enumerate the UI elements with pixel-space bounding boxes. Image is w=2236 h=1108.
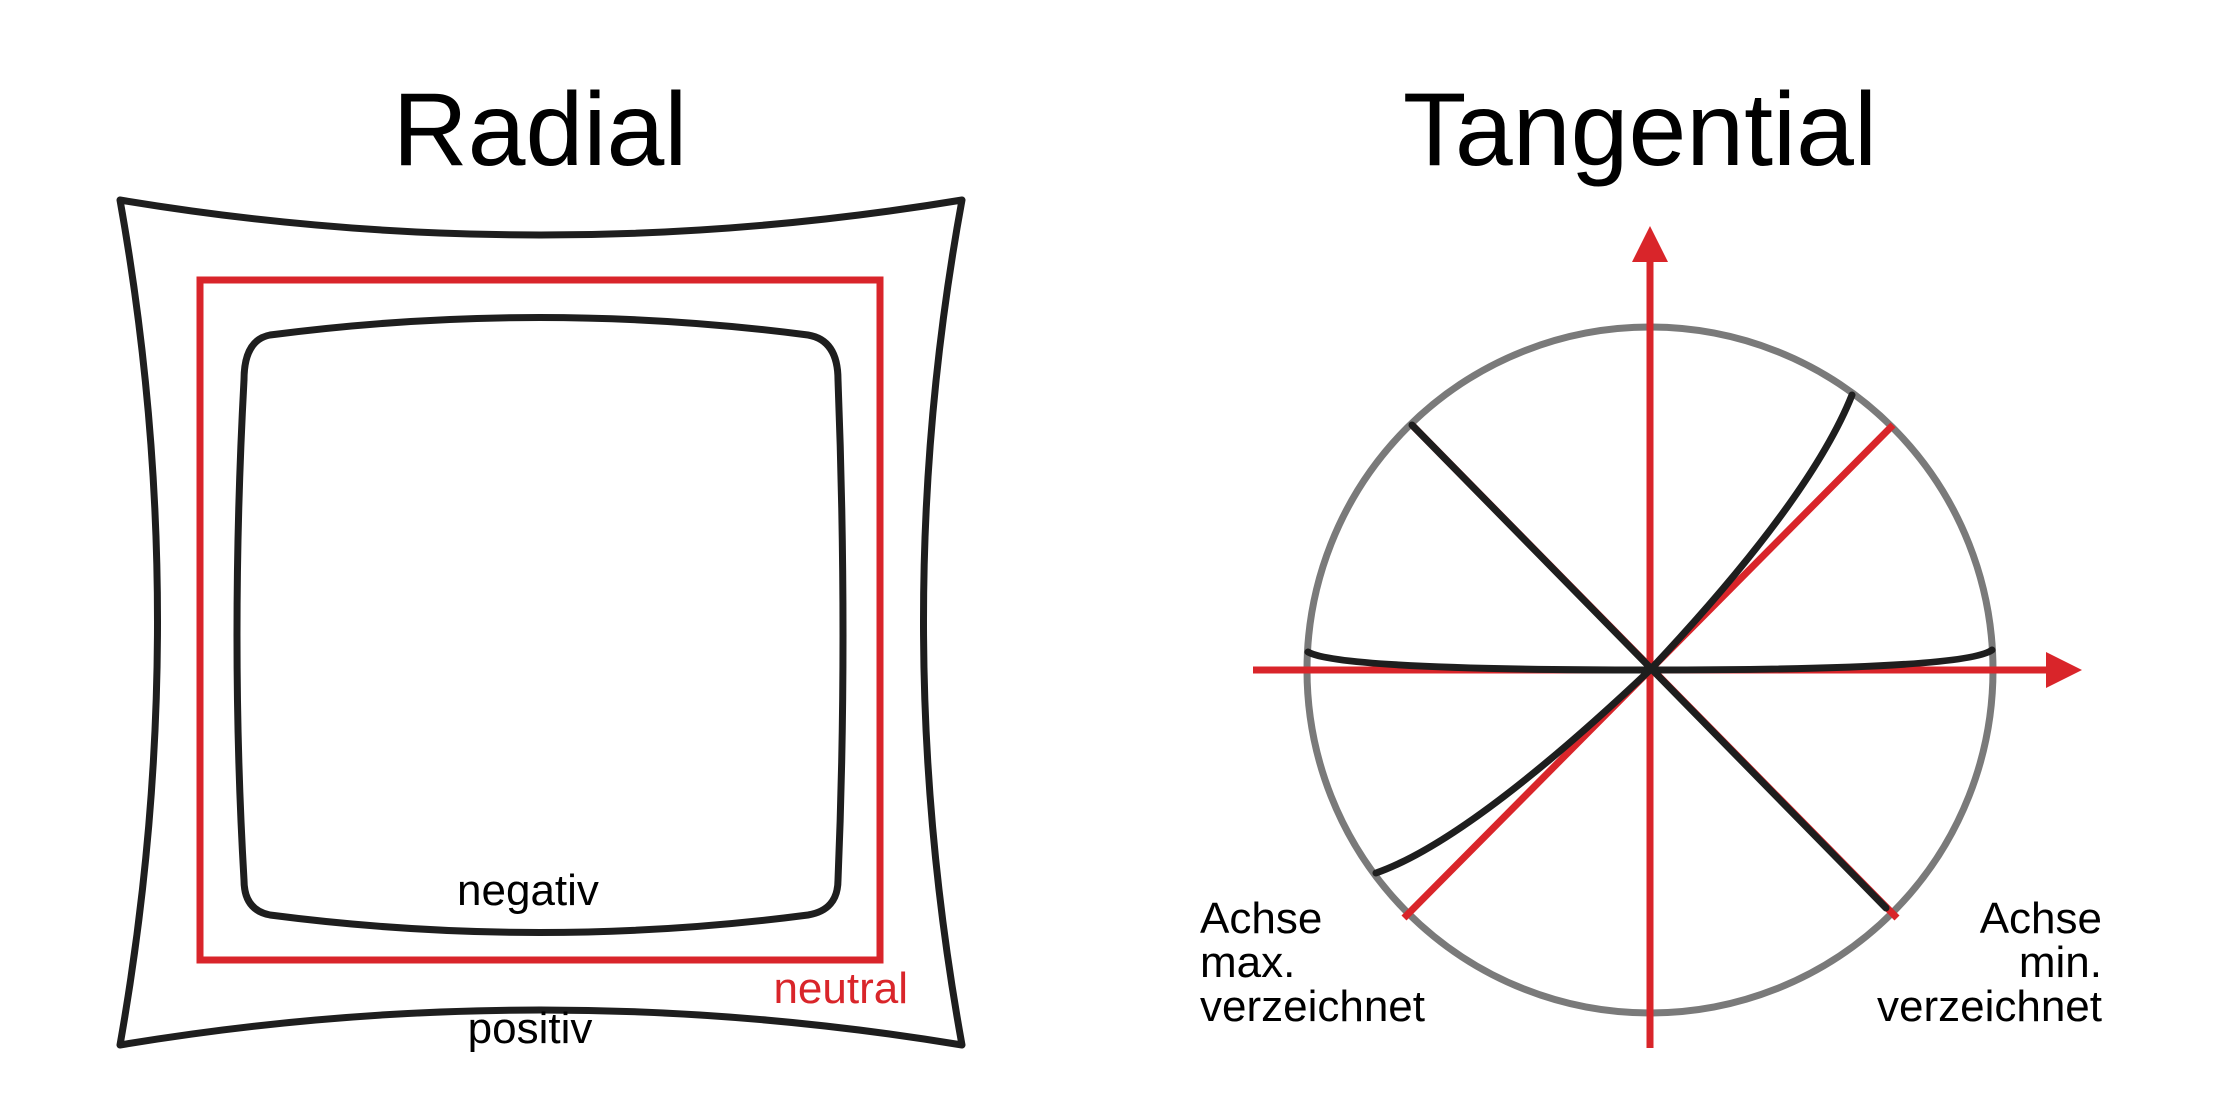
tangential-panel: Tangential Achse max. verzeichnet Achse … bbox=[1200, 72, 2102, 1048]
label-positive: positiv bbox=[468, 1004, 593, 1053]
negative-distortion-outline bbox=[233, 314, 847, 936]
label-axis-min-line3: verzeichnet bbox=[1877, 982, 2102, 1031]
radial-title: Radial bbox=[393, 72, 688, 188]
distorted-horizontal bbox=[1304, 646, 1996, 674]
radial-panel: Radial negativ neutral positiv bbox=[116, 72, 966, 1053]
label-axis-max-line1: Achse bbox=[1200, 894, 1322, 943]
label-axis-min-line2: min. bbox=[2019, 938, 2102, 987]
neutral-square bbox=[196, 276, 884, 964]
label-axis-max-line2: max. bbox=[1200, 938, 1295, 987]
label-neutral: neutral bbox=[773, 964, 908, 1013]
vertical-axis-arrow-icon bbox=[1632, 226, 1668, 262]
label-axis-max: Achse max. verzeichnet bbox=[1200, 894, 1425, 1031]
tangential-title: Tangential bbox=[1403, 72, 1877, 188]
positive-distortion-outline bbox=[116, 196, 966, 1049]
horizontal-axis-arrow-icon bbox=[2046, 652, 2082, 688]
label-axis-min: Achse min. verzeichnet bbox=[1877, 894, 2102, 1031]
label-axis-min-line1: Achse bbox=[1980, 894, 2102, 943]
label-negative: negativ bbox=[457, 866, 599, 915]
label-axis-max-line3: verzeichnet bbox=[1200, 982, 1425, 1031]
